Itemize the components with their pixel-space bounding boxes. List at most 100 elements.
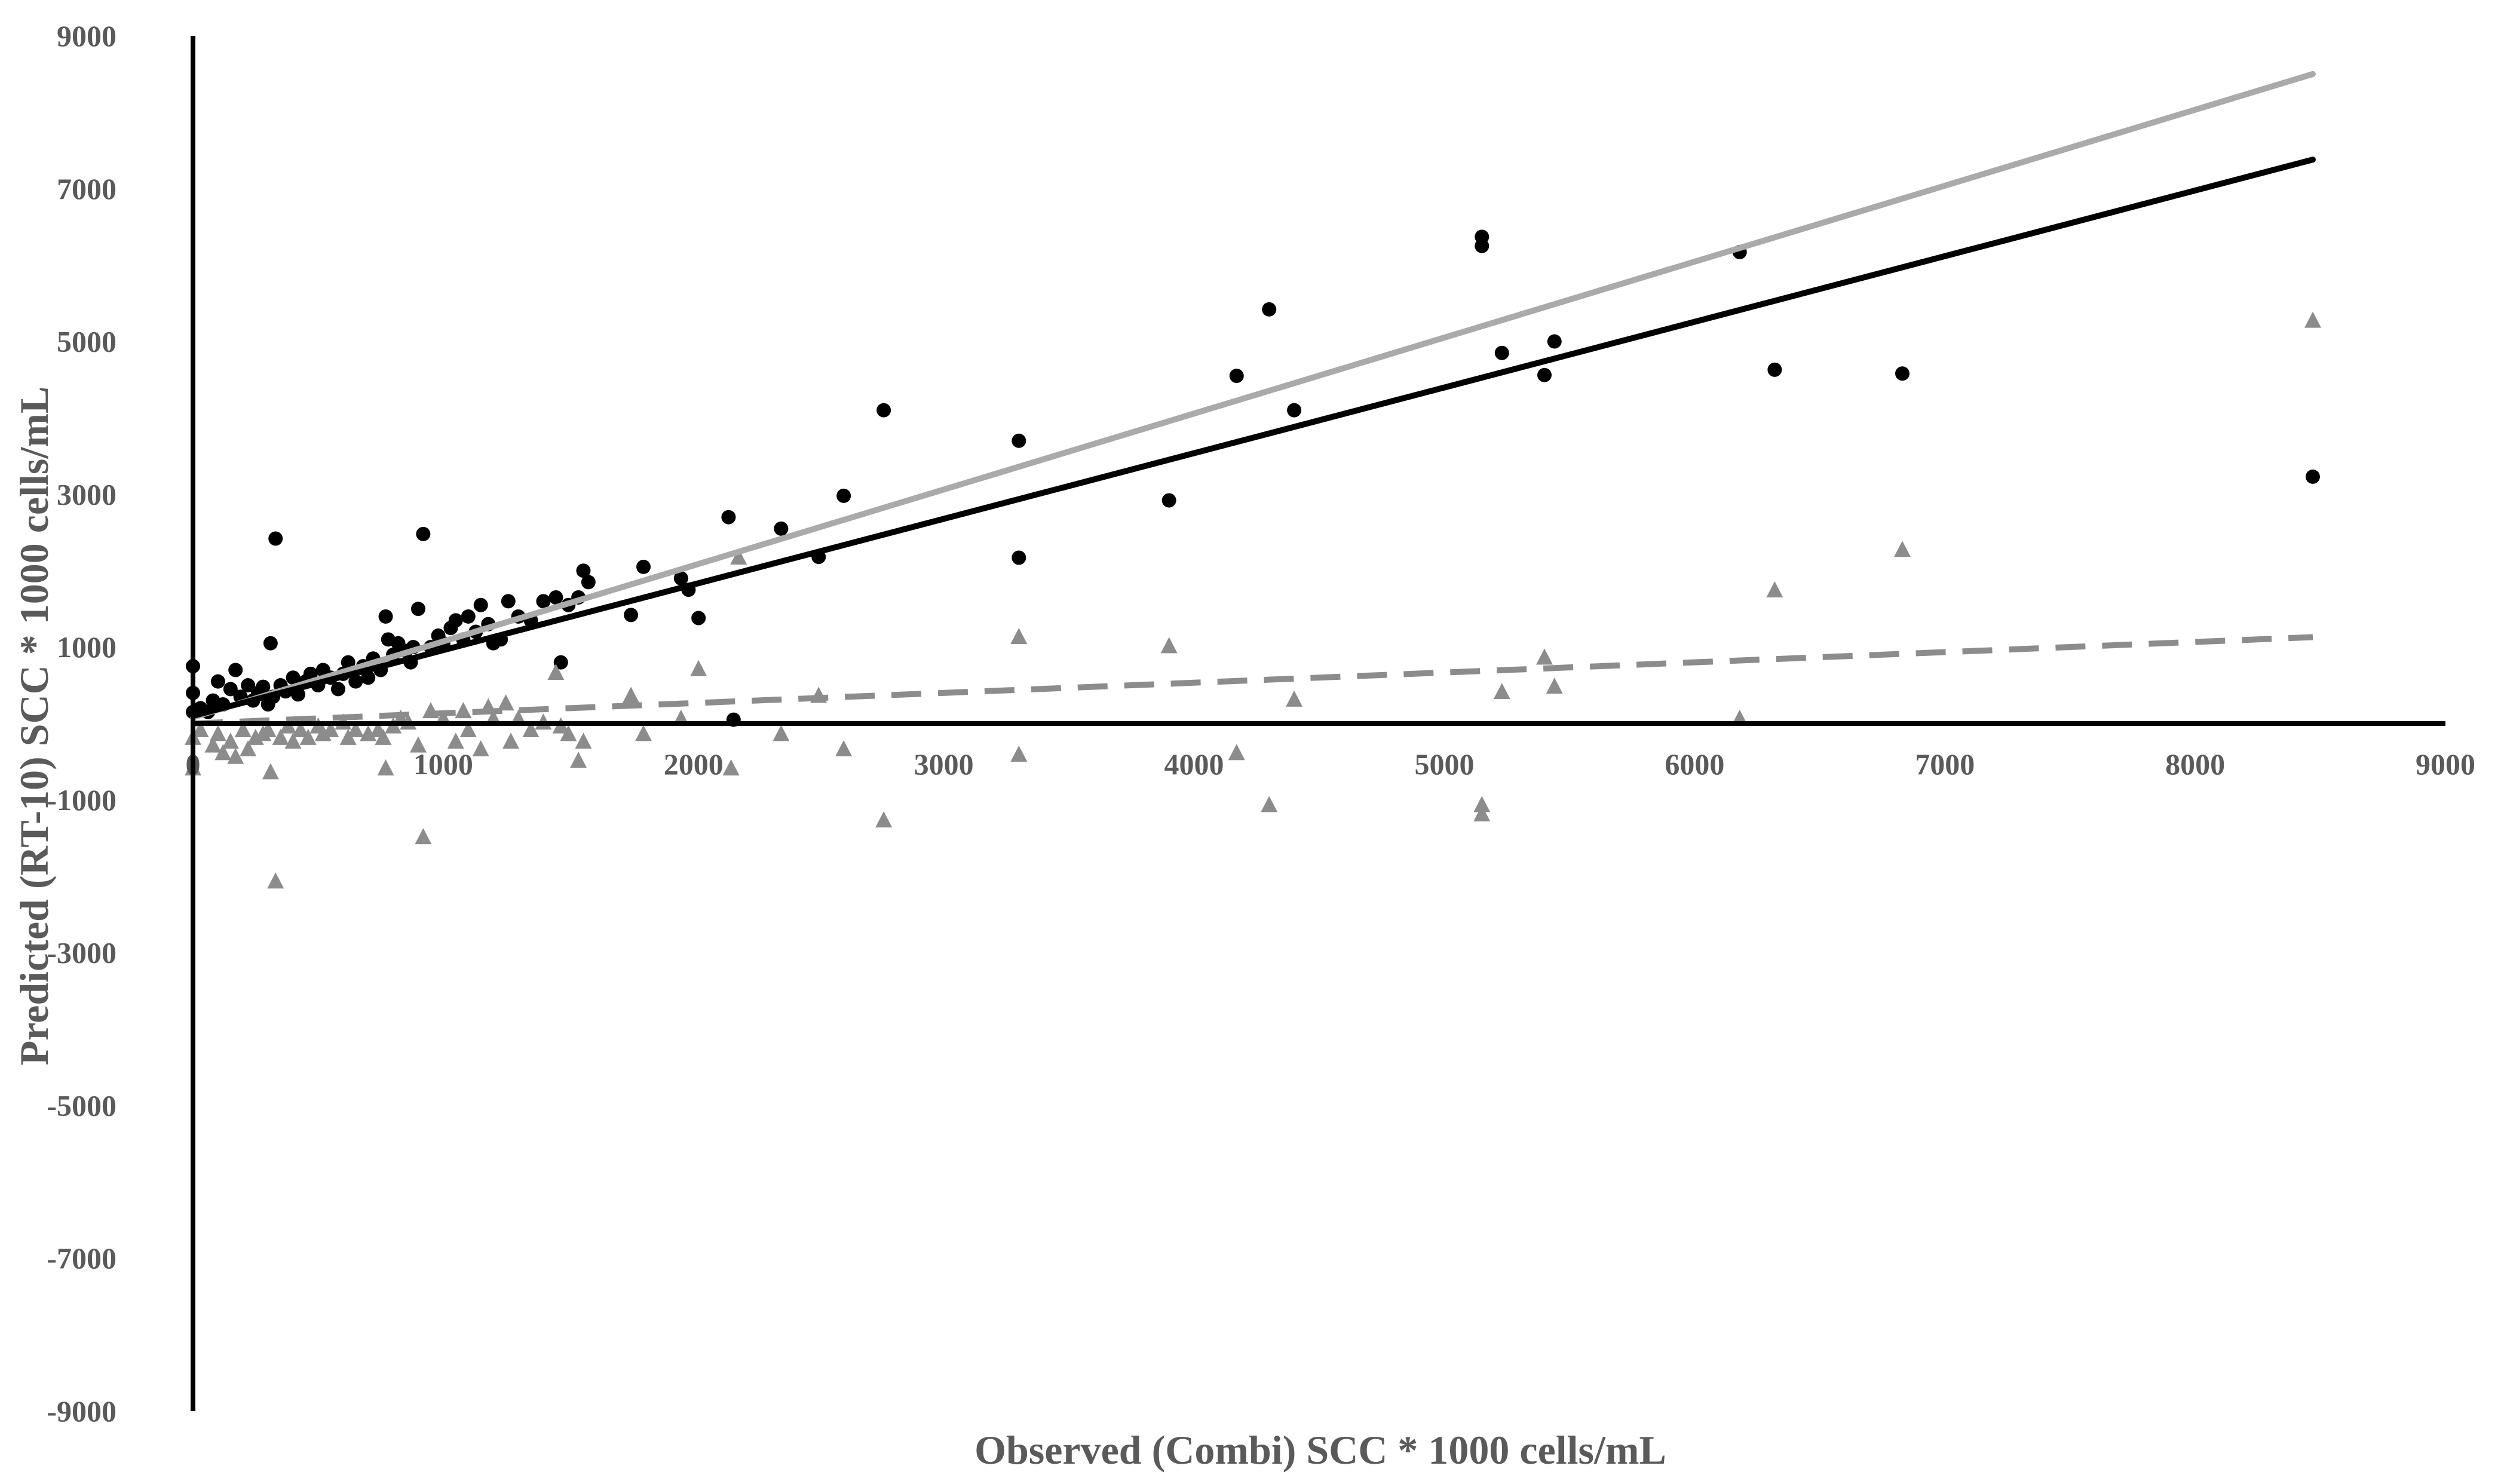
- data-point: [836, 488, 851, 503]
- data-point: [501, 594, 516, 609]
- data-point: [1536, 648, 1553, 665]
- y-tick-label: -1000: [47, 783, 117, 817]
- x-tick-label: 4000: [1164, 747, 1224, 781]
- data-point: [635, 725, 652, 741]
- data-point: [192, 721, 209, 738]
- data-point: [1494, 345, 1509, 360]
- trend-line-1: [190, 70, 2316, 720]
- y-axis-title: Predicted (RT-10) SCC * 1000 cells/mL: [11, 387, 57, 1066]
- data-point: [624, 608, 639, 623]
- data-point: [299, 728, 317, 745]
- data-point: [240, 740, 257, 757]
- data-point: [410, 736, 427, 753]
- x-tick-label: 8000: [2165, 747, 2225, 781]
- data-point: [256, 679, 271, 694]
- data-point: [341, 655, 355, 670]
- data-point: [267, 872, 284, 889]
- data-point: [272, 728, 289, 745]
- data-point: [303, 666, 318, 681]
- y-tick-label: 9000: [57, 19, 117, 53]
- data-point: [347, 721, 364, 738]
- data-point: [286, 670, 301, 685]
- data-point: [378, 609, 393, 624]
- data-point: [1546, 677, 1563, 694]
- data-point: [581, 575, 596, 590]
- data-point: [322, 721, 339, 738]
- data-point: [375, 728, 392, 745]
- data-point: [623, 686, 640, 703]
- data-point: [227, 747, 244, 764]
- data-point: [553, 655, 568, 670]
- data-point: [1894, 541, 1911, 557]
- data-point: [570, 752, 587, 768]
- data-point: [204, 736, 222, 753]
- x-tick-label: 2000: [664, 747, 724, 781]
- data-point: [241, 678, 256, 693]
- data-point: [1286, 690, 1303, 707]
- data-point: [536, 594, 551, 609]
- data-point: [223, 682, 238, 697]
- data-point: [1473, 805, 1491, 821]
- data-point: [263, 636, 278, 651]
- data-point: [348, 674, 363, 689]
- data-point: [730, 548, 747, 565]
- data-point: [377, 759, 394, 775]
- data-point: [497, 694, 514, 711]
- data-point: [1161, 493, 1176, 508]
- y-tick-label: -3000: [47, 936, 117, 970]
- data-point: [461, 609, 476, 624]
- data-point: [636, 559, 651, 574]
- x-tick-label: 5000: [1414, 747, 1474, 781]
- y-tick-label: -7000: [47, 1241, 117, 1275]
- data-point: [1475, 238, 1489, 253]
- data-point: [473, 597, 488, 612]
- data-point: [875, 811, 893, 827]
- data-point: [1287, 403, 1302, 418]
- data-point: [721, 510, 736, 525]
- data-point: [210, 674, 225, 689]
- x-tick-label: 9000: [2416, 747, 2475, 781]
- y-tick-label: 5000: [57, 325, 117, 358]
- y-tick-label: 3000: [57, 477, 117, 511]
- data-point: [411, 602, 425, 617]
- data-point: [292, 721, 309, 738]
- data-point: [448, 613, 463, 628]
- data-point: [722, 759, 740, 775]
- x-tick-label: 6000: [1665, 747, 1724, 781]
- data-point: [1229, 369, 1244, 384]
- data-point: [876, 403, 891, 418]
- data-point: [1766, 581, 1783, 598]
- trend-line-2: [190, 157, 2316, 719]
- data-point: [1261, 796, 1278, 812]
- y-tick-label: 7000: [57, 172, 117, 206]
- data-point: [284, 732, 302, 749]
- y-axis: 9000 7000 5000 3000 1000 -1000 -3000 -5000 -7000…: [47, 19, 195, 1428]
- x-tick-label: 1000: [413, 747, 473, 781]
- data-point: [1012, 550, 1026, 565]
- data-point: [673, 571, 688, 586]
- data-point: [228, 663, 243, 677]
- data-point: [268, 531, 283, 546]
- y-tick-label: -5000: [47, 1089, 117, 1122]
- data-point: [1537, 367, 1552, 382]
- data-point: [455, 702, 472, 719]
- data-point: [416, 526, 431, 541]
- data-point: [1010, 745, 1028, 762]
- data-point: [575, 732, 592, 749]
- data-point: [2305, 469, 2320, 484]
- data-point: [1767, 362, 1782, 377]
- data-point: [1228, 744, 1245, 761]
- data-point: [459, 721, 477, 738]
- data-point: [1262, 302, 1277, 317]
- data-point: [548, 590, 563, 605]
- data-point: [472, 740, 489, 757]
- data-point: [691, 611, 706, 626]
- data-point: [835, 740, 853, 757]
- data-point: [330, 682, 345, 697]
- data-point: [774, 521, 789, 536]
- data-point: [415, 828, 432, 845]
- x-tick-label: 7000: [1915, 747, 1975, 781]
- data-point: [1493, 683, 1510, 700]
- data-point: [1010, 628, 1028, 645]
